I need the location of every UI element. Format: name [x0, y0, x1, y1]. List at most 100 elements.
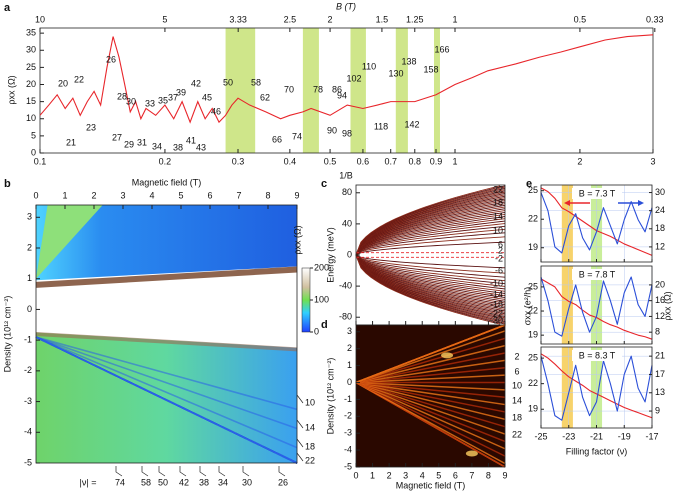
- decor: [355, 254, 501, 325]
- decor: [355, 201, 506, 256]
- annotation: 22: [74, 74, 84, 84]
- decor: [355, 185, 501, 256]
- decor: [355, 213, 506, 256]
- x-tick-label: 8: [486, 470, 491, 480]
- decor: [35, 336, 298, 464]
- x-tick-label: 6: [453, 470, 458, 480]
- annotation: 138: [401, 56, 416, 66]
- y-tick-label: 30: [26, 45, 36, 55]
- decor: [355, 254, 506, 313]
- annotation: 66: [272, 134, 282, 144]
- panel-letter: b: [4, 178, 11, 190]
- annotation: 39: [176, 87, 186, 97]
- decor: [355, 194, 506, 256]
- x-tick-label: 3: [120, 190, 125, 200]
- right-label: -22: [490, 308, 503, 318]
- y-tick-label: -1: [24, 335, 32, 345]
- x-tick-label: 3: [650, 156, 655, 166]
- decor: [355, 324, 506, 384]
- panel-letter: a: [4, 2, 11, 14]
- decor: [355, 225, 506, 256]
- y-tick-label: 40: [342, 218, 352, 228]
- right-label: 22: [493, 184, 503, 194]
- y-tick-label: 0: [31, 147, 36, 157]
- plot-frame: [35, 204, 298, 464]
- y-tick-label: 19: [528, 404, 538, 414]
- decor: [355, 254, 506, 300]
- highlight-band: [561, 266, 573, 344]
- decor: [355, 241, 506, 256]
- decor: [355, 197, 506, 256]
- right-label: 6: [498, 239, 503, 249]
- nu-label: 58: [141, 477, 151, 487]
- annotation: 29: [124, 139, 134, 149]
- annotation: 31: [137, 137, 147, 147]
- y2-tick-label: 12: [655, 311, 665, 321]
- subplot-title: B = 8.3 T: [579, 350, 616, 360]
- plot-frame: [355, 324, 506, 468]
- y2-tick-label: 17: [655, 369, 665, 379]
- decor: [355, 254, 506, 274]
- legend-arrowhead: [638, 200, 644, 206]
- y-tick-label: 25: [528, 352, 538, 362]
- data-line: [540, 353, 653, 419]
- x-tick-label: 4: [420, 470, 425, 480]
- decor: [355, 254, 506, 319]
- x-tick-label: -21: [590, 431, 603, 441]
- annotation: 130: [388, 68, 403, 78]
- label-leader: [179, 466, 187, 477]
- decor: [35, 336, 298, 449]
- annotation: 26: [106, 54, 116, 64]
- y-tick-label: 19: [528, 330, 538, 340]
- annotation: 78: [313, 84, 323, 94]
- y-tick-label: 22: [528, 378, 538, 388]
- nu-label: 26: [278, 477, 288, 487]
- x-tick-label: -23: [562, 431, 575, 441]
- label-leader: [296, 452, 304, 462]
- y-tick-label: 3: [347, 326, 352, 336]
- x-tick-label: 5: [178, 190, 183, 200]
- decor: [355, 232, 506, 256]
- y-tick-label: 0: [27, 304, 32, 314]
- decor: [355, 254, 506, 297]
- decor: [355, 206, 506, 256]
- decor: [355, 220, 506, 256]
- colorbar-tick-label: 100: [314, 294, 329, 304]
- decor: [355, 381, 506, 465]
- y-tick-label: -5: [24, 457, 32, 467]
- y-tick-label: 25: [26, 62, 36, 72]
- x-tick-label: 1: [452, 156, 457, 166]
- decor: [355, 381, 506, 443]
- data-line: [540, 192, 653, 254]
- decor: [355, 200, 506, 256]
- right-label: -18: [490, 299, 503, 309]
- right-label: 18: [493, 197, 503, 207]
- decor: [355, 381, 506, 421]
- y-axis-label: σxx (e²/h): [522, 287, 532, 326]
- y-tick-label: 22: [528, 305, 538, 315]
- colorbar-tick-label: 0: [314, 326, 319, 336]
- decor: [355, 210, 506, 256]
- x2-tick-label: 2.5: [284, 14, 297, 24]
- right-label: 2: [498, 245, 503, 255]
- x-tick-label: 7: [469, 470, 474, 480]
- decor: [355, 330, 506, 384]
- annotation: 118: [374, 121, 388, 131]
- decor: [355, 208, 506, 256]
- decor: [355, 337, 506, 384]
- x2-tick-label: 0.5: [574, 14, 587, 24]
- y-tick-label: 1: [27, 273, 32, 283]
- y2-tick-label: 16: [655, 295, 665, 305]
- y-tick-label: -80: [339, 312, 352, 322]
- y2-tick-label: 8: [655, 327, 660, 337]
- decor: [355, 254, 506, 290]
- x2-tick-label: 1.5: [376, 14, 389, 24]
- x2-axis-label: B (T): [336, 1, 356, 11]
- decor: [355, 223, 506, 256]
- panel-letter: d: [321, 319, 328, 331]
- decor: [355, 195, 506, 256]
- decor: [355, 254, 506, 320]
- y-tick-label: 19: [528, 242, 538, 252]
- x-tick-label: 3: [403, 470, 408, 480]
